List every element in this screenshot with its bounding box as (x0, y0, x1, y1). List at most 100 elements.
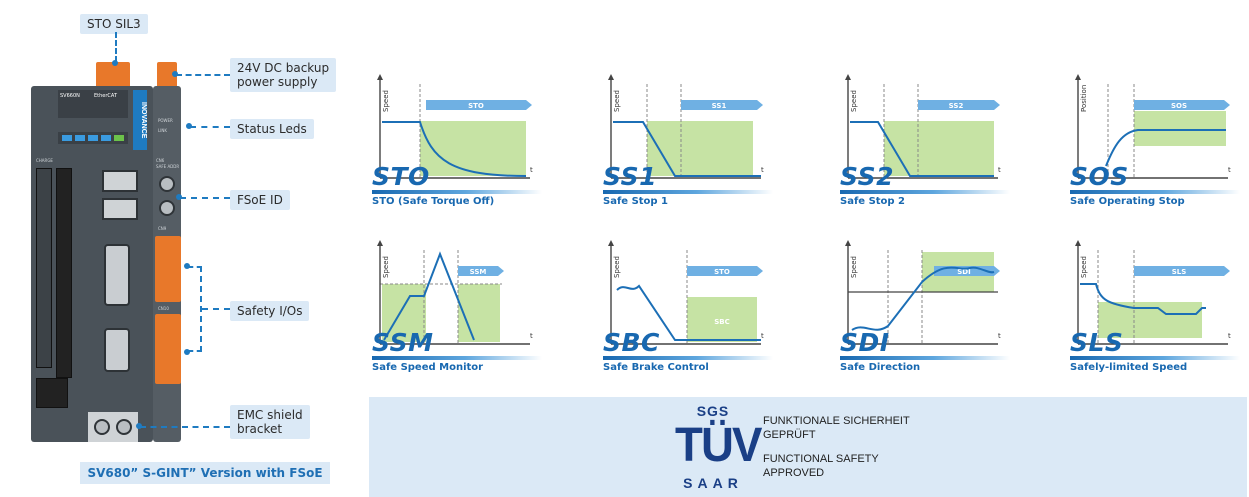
function-diagram: Speed t SS2 (845, 74, 1001, 179)
ethercat-port-in (102, 170, 138, 192)
speed-curve (1105, 129, 1226, 167)
certification-panel: SGS TÜV SAAR FUNKTIONALE SICHERHEIT GEPR… (369, 397, 1247, 497)
y-axis-arrow (608, 240, 614, 246)
function-underline (372, 356, 542, 360)
function-description: STO (Safe Torque Off) (372, 196, 495, 207)
safety-function-sls: Speed t SLS SLS Safely-limited Speed (1070, 238, 1249, 390)
function-abbreviation: SOS (1070, 162, 1129, 191)
safe-zone (420, 121, 526, 176)
leader-sto (115, 32, 117, 62)
function-diagram: Position t SOS (1075, 74, 1231, 179)
function-tag-label: SLS (1172, 268, 1187, 276)
function-tag-arrow (1134, 266, 1230, 276)
tuv-saar-logo: SGS TÜV SAAR (673, 403, 762, 493)
cert-line-3: FUNCTIONAL SAFETY (763, 453, 879, 465)
safety-function-sos: Position t SOS SOS Safe Operating Stop (1070, 72, 1249, 224)
cert-line-1: FUNKTIONALE SICHERHEIT (763, 415, 910, 427)
function-tag-label: STO (468, 102, 484, 110)
function-tag-label: STO (714, 268, 730, 276)
safe-zone (1134, 111, 1226, 146)
cn10-label: CN10 (158, 306, 169, 311)
function-tag-arrow (426, 100, 532, 110)
function-abbreviation: SLS (1070, 328, 1124, 357)
x-axis-label: t (998, 166, 1001, 174)
safety-function-ss2: Speed t SS2 SS2 Safe Stop 2 (840, 72, 1040, 224)
callout-emc-line2: bracket (237, 422, 283, 436)
function-tag-arrow (687, 266, 763, 276)
leader-dot (136, 423, 142, 429)
status-led-5 (114, 135, 124, 141)
speed-curve (382, 121, 527, 177)
callout-fsoe-id: FSoE ID (230, 190, 290, 210)
model-header (58, 90, 128, 118)
function-abbreviation: SBC (603, 328, 660, 357)
safety-function-sbc: Speed t STO SBC SBC Safe Brake Control (603, 238, 803, 390)
leader-dot (112, 60, 118, 66)
function-description: Safely-limited Speed (1070, 362, 1188, 373)
function-diagram: Speed t SSM (377, 240, 533, 345)
function-underline (1070, 356, 1240, 360)
leader-dot (172, 71, 178, 77)
leader-dot (176, 194, 182, 200)
callout-backup-power: 24V DC backup power supply (230, 58, 337, 92)
charge-label: CHARGE (36, 158, 53, 163)
callout-status-leds: Status Leds (230, 119, 314, 139)
function-underline (603, 190, 773, 194)
function-underline (1070, 190, 1240, 194)
cn6-label: CN6 (156, 158, 165, 163)
tuv-logo-top: SGS (696, 403, 730, 419)
ethercat-port-out (102, 198, 138, 220)
function-tag-arrow (1134, 100, 1230, 110)
device-caption: SV680” S-GINT” Version with FSoE (80, 462, 330, 484)
safety-function-sto: Speed t STO STO STO (Safe Torque Off) (372, 72, 572, 224)
x-axis-label: t (998, 332, 1001, 340)
power-terminal-strip (36, 168, 52, 368)
function-underline (840, 356, 1010, 360)
x-axis-label: t (1228, 332, 1231, 340)
callout-emc-bracket: EMC shield bracket (230, 405, 310, 439)
speed-curve (1080, 283, 1206, 315)
aux-terminal (36, 378, 68, 408)
safety-io-block-cn9 (155, 236, 181, 302)
brand-label: INOVANCE (133, 90, 147, 150)
backup-plug (157, 62, 177, 88)
model-plate: SV660N (60, 93, 80, 99)
safe-zone (458, 284, 500, 342)
zone-label: SBC (714, 318, 730, 326)
y-axis-label: Position (1080, 85, 1088, 112)
safe-zone (687, 297, 757, 342)
function-tag-arrow (681, 100, 763, 110)
status-led-2 (75, 135, 85, 141)
emc-screw-2 (116, 419, 132, 435)
safety-function-ss1: Speed t SS1 SS1 Safe Stop 1 (603, 72, 803, 224)
function-tag-label: SDI (957, 268, 970, 276)
y-axis-arrow (608, 74, 614, 80)
function-abbreviation: SS1 (603, 162, 658, 191)
function-abbreviation: STO (372, 162, 430, 191)
speed-curve (850, 121, 994, 177)
y-axis-label: Speed (1080, 256, 1088, 278)
fsoe-switch-1 (159, 176, 175, 192)
device-illustration: STO SIL3 INOVANCE SV660N EtherCAT POWER … (0, 0, 360, 497)
callout-sto-sil3: STO SIL3 (80, 14, 148, 34)
function-underline (372, 190, 542, 194)
function-diagram: Speed t SLS (1075, 240, 1231, 345)
speed-curve (613, 121, 761, 177)
cert-line-4: APPROVED (763, 467, 825, 479)
x-axis-label: t (530, 166, 533, 174)
ethercat-logo: EtherCAT (94, 93, 117, 99)
function-description: Safe Operating Stop (1070, 196, 1185, 207)
x-axis-label: t (761, 332, 764, 340)
speed-curve (383, 251, 475, 341)
y-axis-arrow (845, 240, 851, 246)
leader-dot (184, 263, 190, 269)
function-description: Safe Direction (840, 362, 921, 373)
function-underline (603, 356, 773, 360)
function-description: Safe Stop 1 (603, 196, 669, 207)
y-axis-arrow (845, 74, 851, 80)
callout-emc-line1: EMC shield (237, 408, 303, 422)
y-axis-label: Speed (850, 256, 858, 278)
y-axis-label: Speed (613, 256, 621, 278)
status-led-4 (101, 135, 111, 141)
cert-line-2: GEPRÜFT (763, 429, 816, 441)
